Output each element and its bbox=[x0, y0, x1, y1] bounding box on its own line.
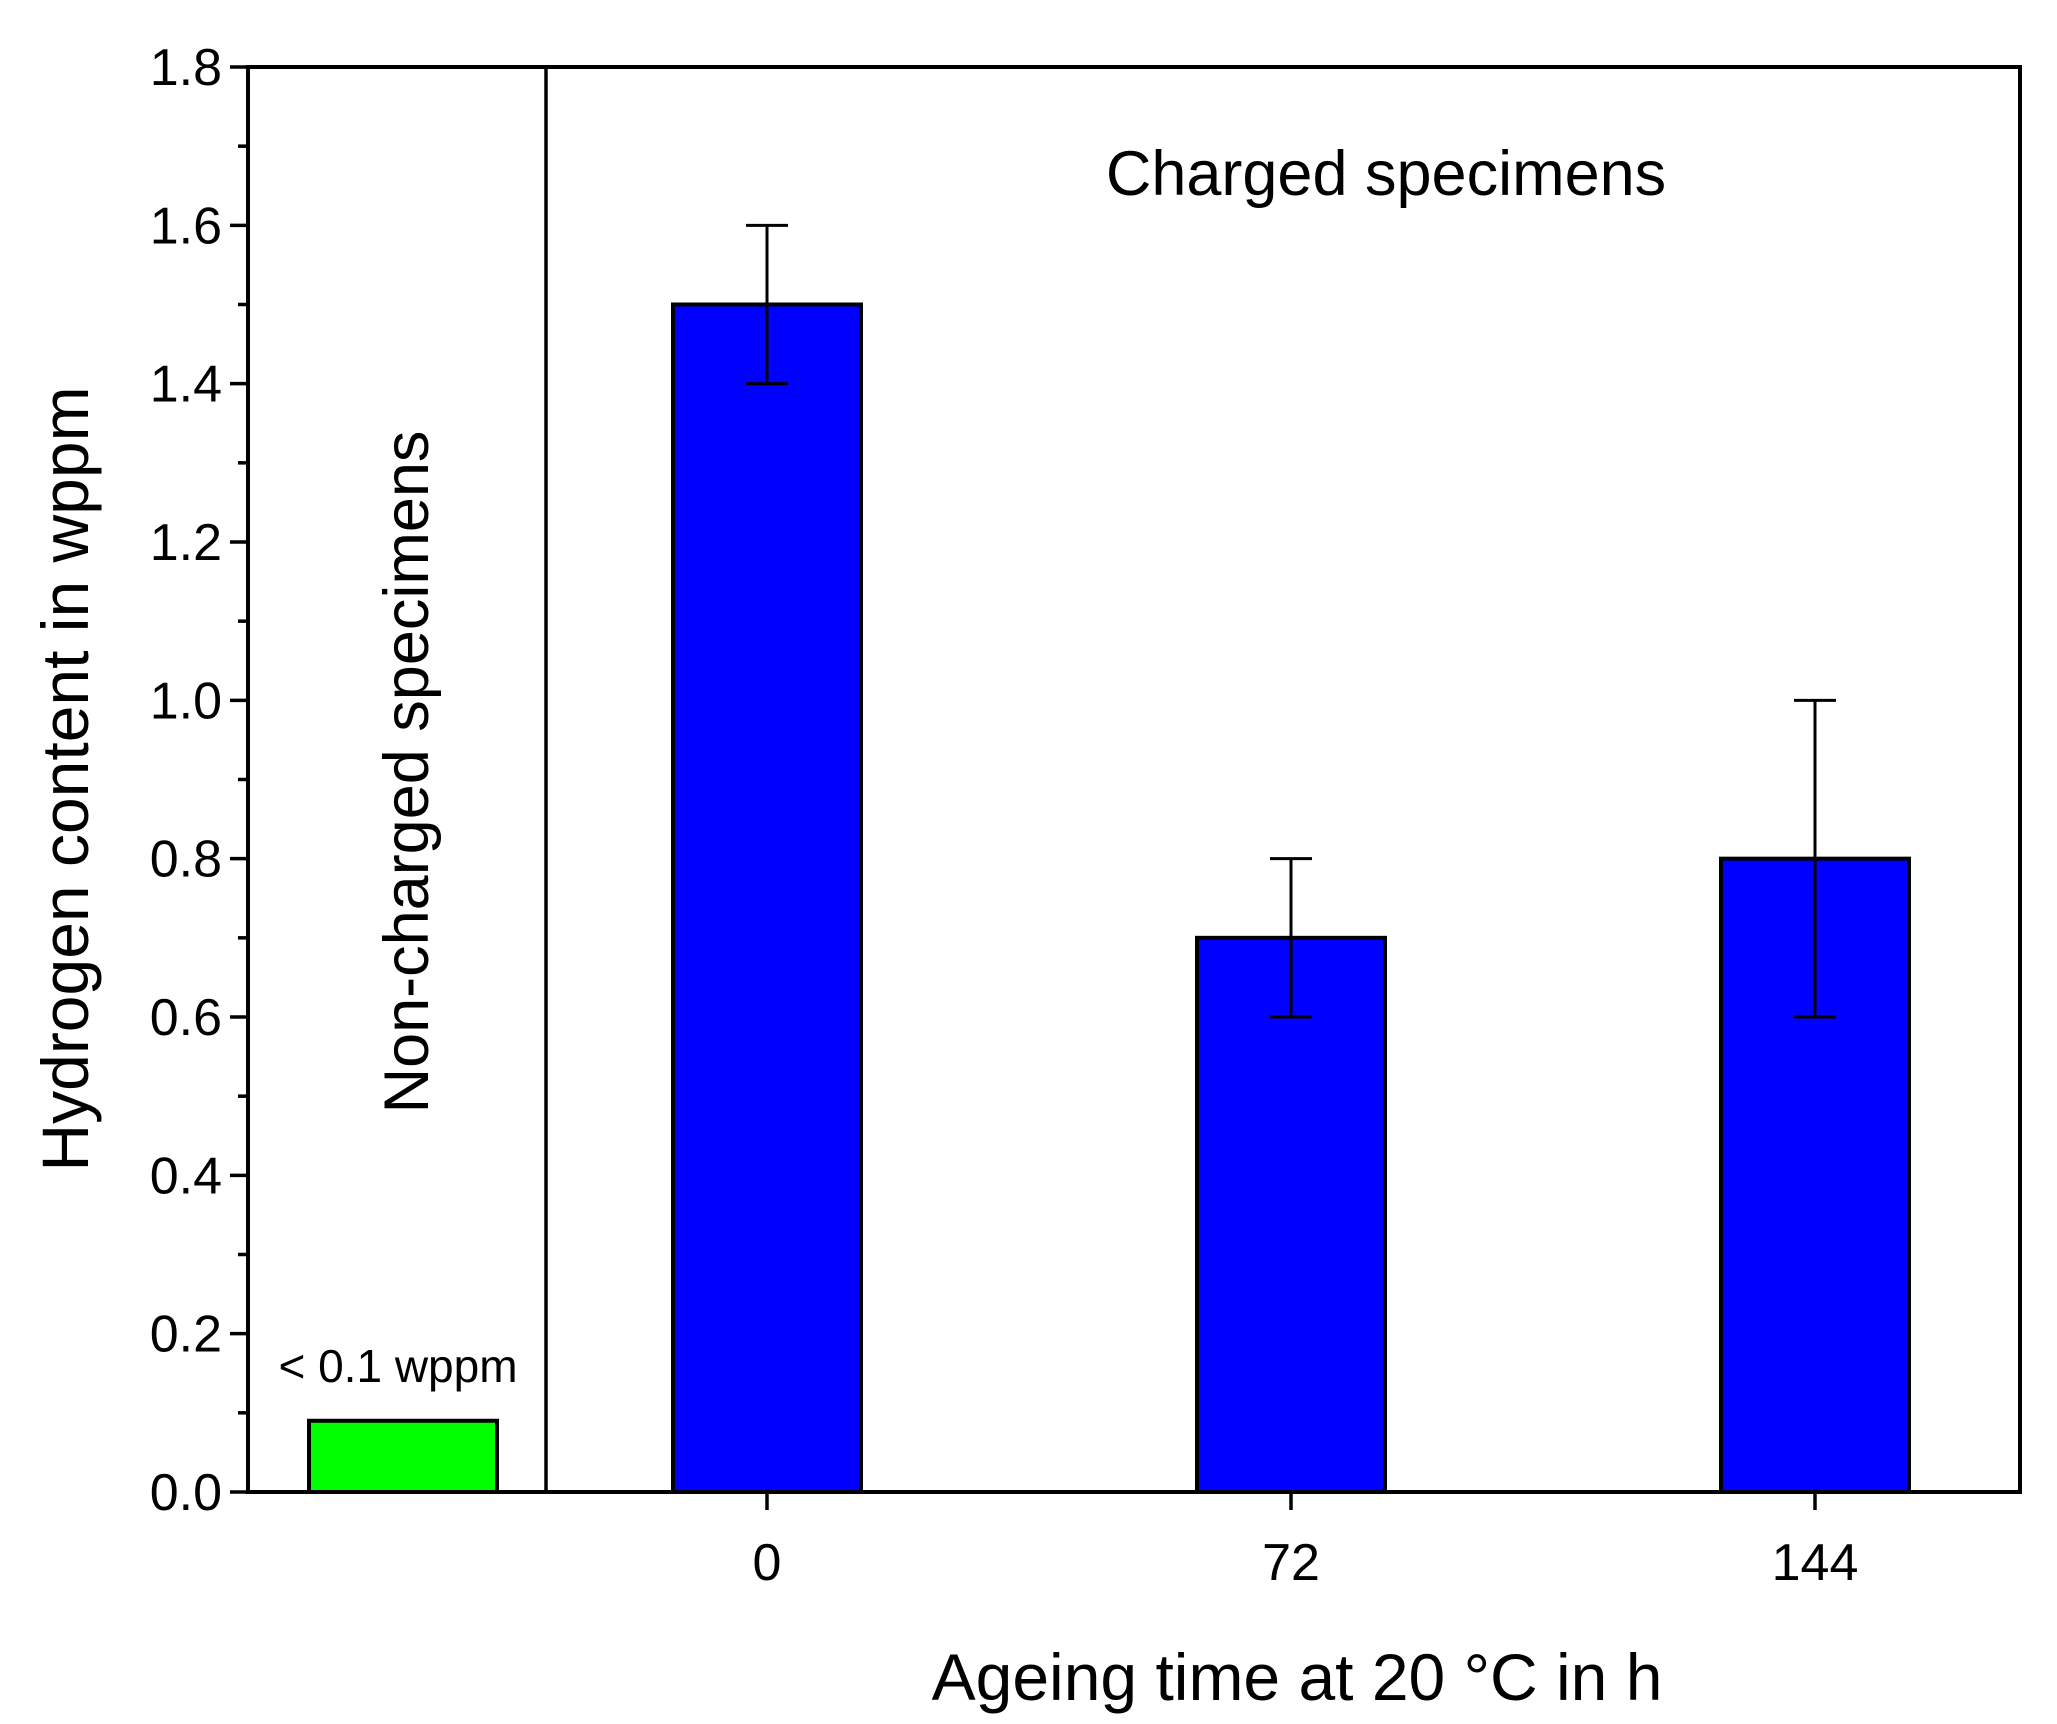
bars-layer bbox=[307, 223, 1911, 1494]
bar-non-charged bbox=[307, 1418, 499, 1494]
y-tick-label: 0.6 bbox=[150, 989, 222, 1047]
x-tick-label: 144 bbox=[1772, 1534, 1859, 1592]
y-tick-label: 0.4 bbox=[150, 1147, 222, 1205]
y-axis: 0.0 0.2 0.4 0.6 0.8 1.0 1.2 1.4 1.6 1.8 bbox=[150, 39, 248, 1522]
y-tick-label: 1.4 bbox=[150, 356, 222, 414]
y-tick-label: 1.0 bbox=[150, 672, 222, 730]
region-label-non-charged: Non-charged specimens bbox=[372, 431, 442, 1114]
y-tick-label: 1.6 bbox=[150, 197, 222, 255]
y-tick-label: 1.8 bbox=[150, 39, 222, 97]
y-axis-title: Hydrogen content in wppm bbox=[28, 386, 102, 1171]
bar-charged-0 bbox=[671, 302, 863, 1494]
y-tick-label: 0.2 bbox=[150, 1306, 222, 1364]
y-tick-label: 1.2 bbox=[150, 514, 222, 572]
x-axis: 0 72 144 bbox=[753, 1492, 1859, 1592]
bar-charged-72 bbox=[1195, 935, 1387, 1494]
x-axis-title: Ageing time at 20 °C in h bbox=[932, 1640, 1663, 1714]
y-tick-label: 0.8 bbox=[150, 831, 222, 889]
y-tick-label: 0.0 bbox=[150, 1464, 222, 1522]
bar-annotation-non-charged: < 0.1 wppm bbox=[278, 1340, 517, 1392]
x-tick-label: 0 bbox=[753, 1534, 782, 1592]
x-tick-label: 72 bbox=[1262, 1534, 1320, 1592]
region-label-charged: Charged specimens bbox=[1106, 139, 1666, 209]
